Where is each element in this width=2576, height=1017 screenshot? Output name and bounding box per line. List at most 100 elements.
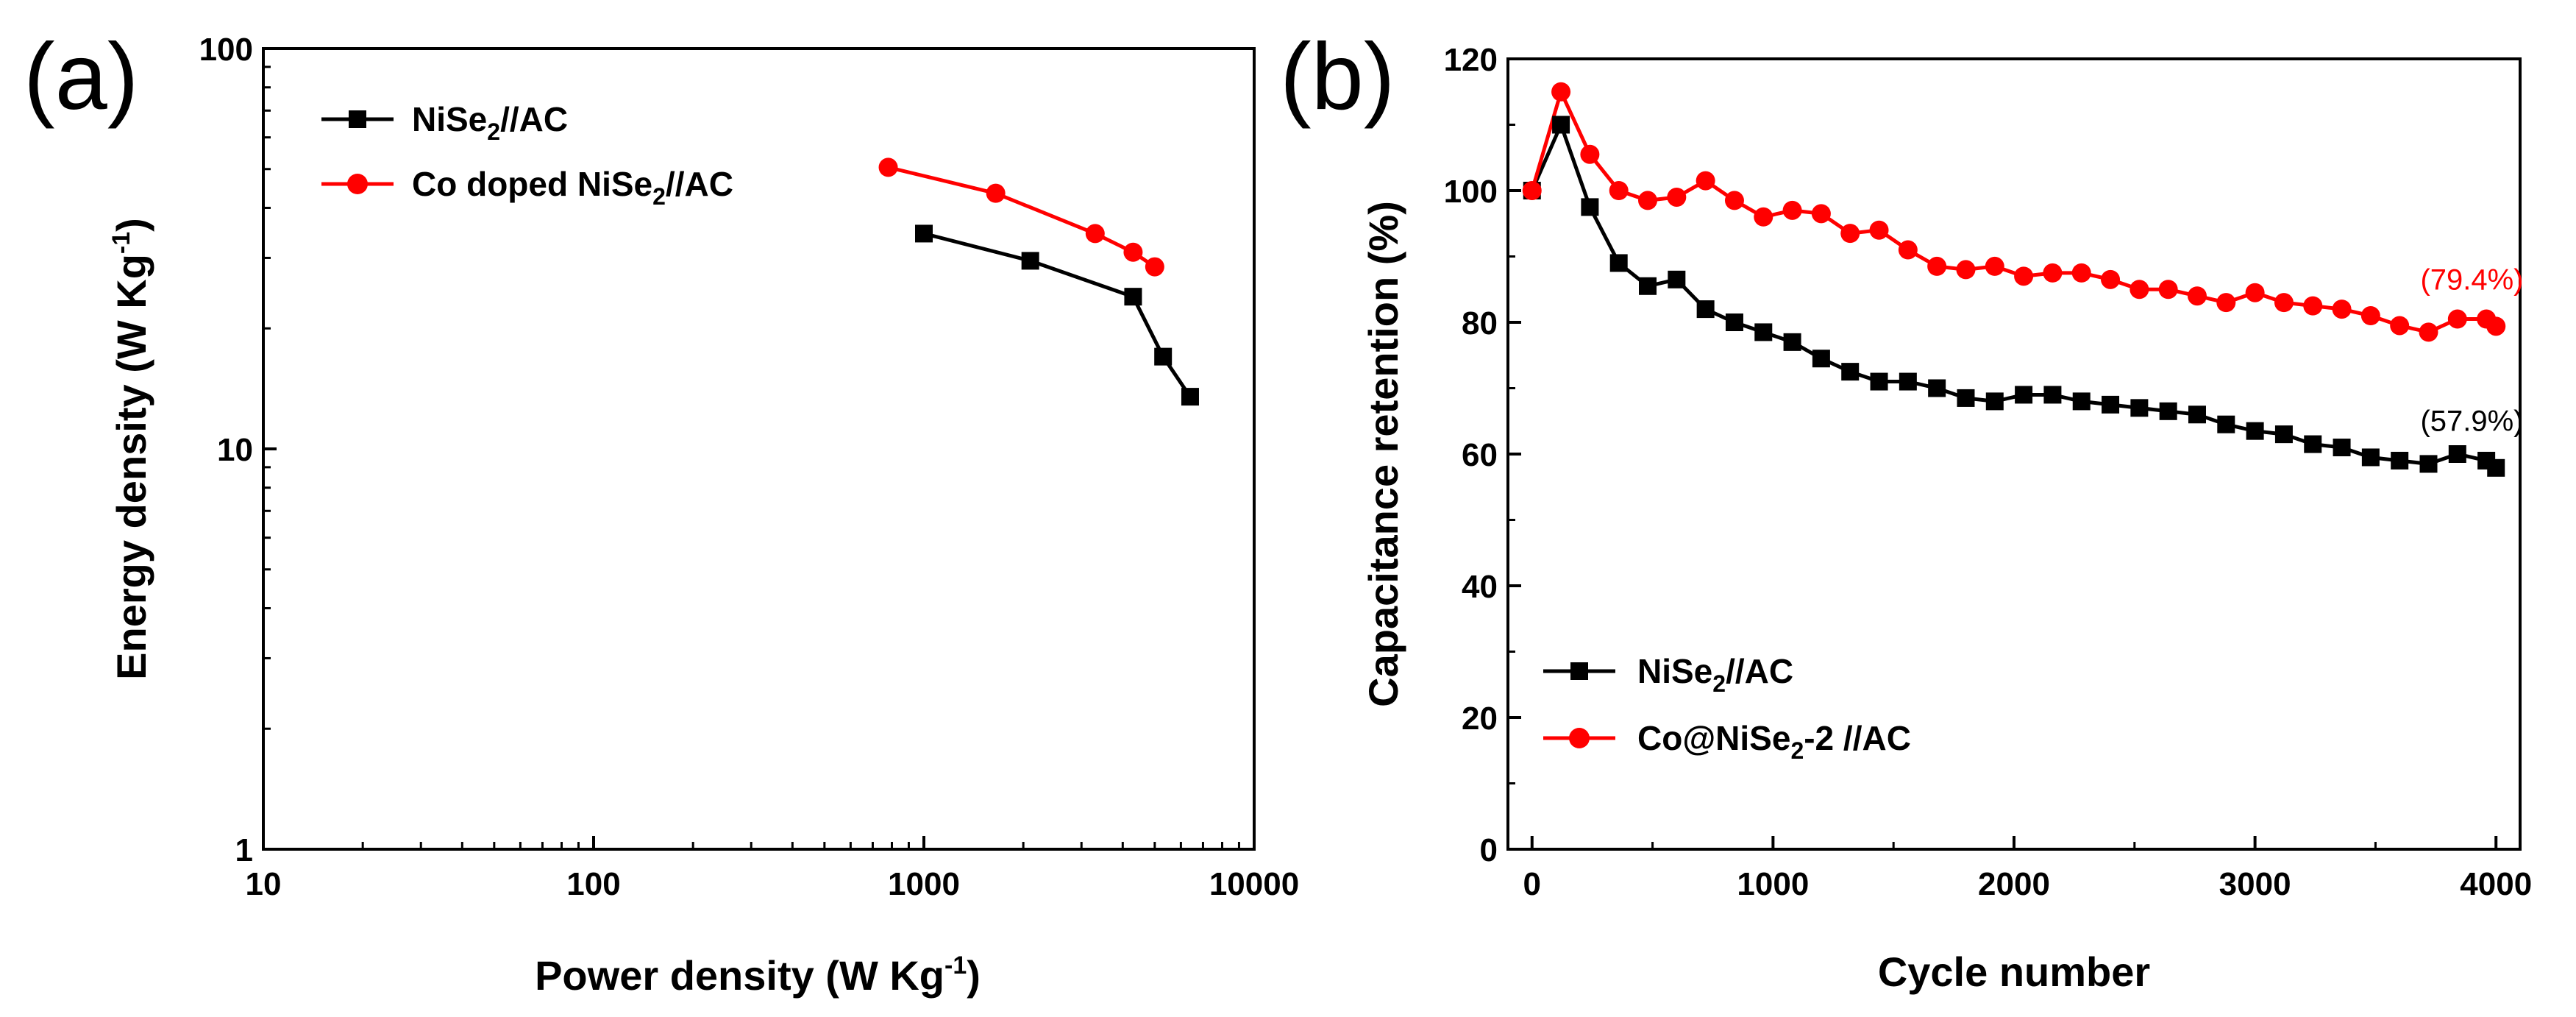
panel-a-legend-marker-co-doped: [347, 174, 368, 194]
panel-b-point-1: [2303, 296, 2323, 316]
panel-b-y-axis-title: Capacitance retention (%): [1360, 201, 1406, 707]
panel-b-point-0: [2361, 448, 2380, 467]
panel-b-point-0: [2188, 405, 2206, 424]
panel-b-point-1: [2187, 286, 2207, 306]
panel-b-series-line-0: [1530, 119, 2497, 469]
panel-b-point-1: [1782, 200, 1802, 220]
panel-b-point-0: [2304, 435, 2322, 453]
panel-a-point-0: [1021, 252, 1039, 270]
panel-a-x-tick-label: 10000: [1209, 866, 1299, 902]
panel-a-legend-label-nise2: NiSe2//AC: [412, 100, 568, 145]
panel-b-x-tick-label: 2000: [1978, 866, 2050, 902]
panel-b-point-1: [1667, 187, 1687, 207]
panel-b-point-0: [2015, 386, 2033, 404]
panel-a-series-line-0: [923, 231, 1192, 398]
panel-b-point-0: [2246, 422, 2264, 440]
panel-a-x-tick-label: 1000: [888, 866, 960, 902]
panel-b-x-tick-label: 4000: [2460, 866, 2532, 902]
panel-b-legend-label-co-nise2: Co@NiSe2-2 //AC: [1637, 719, 1911, 764]
panel-b-point-1: [2274, 293, 2294, 313]
panel-b-y-tick-label: 0: [1480, 832, 1498, 868]
panel-b-point-1: [1985, 256, 2004, 276]
panel-b-point-1: [1956, 260, 1976, 280]
panel-b-point-0: [1783, 333, 1801, 351]
panel-b-chart: 0 1000 2000 3000 4000 0 20 40 60 80 100 120 Cycle n…: [1360, 42, 2532, 995]
panel-b-point-1: [1754, 207, 1773, 227]
panel-b-point-1: [2071, 263, 2091, 283]
panel-a-y-tick-label: 10: [217, 432, 253, 468]
panel-a-point-0: [1181, 388, 1199, 406]
panel-b-point-0: [2274, 425, 2293, 444]
panel-b-point-1: [1638, 191, 1658, 210]
panel-b-point-0: [2333, 439, 2351, 457]
panel-a-y-tick-label: 100: [199, 32, 253, 68]
panel-a-point-1: [878, 157, 898, 177]
panel-b-point-0: [2043, 386, 2062, 404]
panel-b-point-1: [1609, 181, 1629, 200]
panel-b-point-1: [2332, 300, 2352, 319]
panel-b-y-tick-label: 120: [1444, 42, 1498, 78]
panel-b-y-tick-label: 80: [1462, 305, 1498, 341]
panel-a-series-line-1: [888, 165, 1156, 269]
panel-b-point-1: [1840, 224, 1860, 244]
panel-b-y-tick-label: 40: [1462, 569, 1498, 605]
panel-b-point-0: [1725, 313, 1743, 331]
panel-b-y-tick-label: 60: [1462, 437, 1498, 473]
panel-b-x-axis-title: Cycle number: [1878, 949, 2150, 995]
panel-b-annotation-nise2-retention: (57.9%): [2420, 405, 2523, 438]
panel-b-point-1: [1522, 181, 1542, 200]
panel-b-legend-marker-nise2: [1570, 662, 1588, 680]
panel-b-point-0: [1754, 323, 1773, 341]
panel-b-point-0: [2102, 395, 2120, 414]
panel-a-point-1: [1085, 224, 1105, 244]
panel-b-y-tick-label: 100: [1444, 174, 1498, 210]
panel-b-point-0: [2487, 458, 2505, 477]
panel-b-legend: NiSe2//AC Co@NiSe2-2 //AC: [1543, 652, 1911, 764]
panel-b-point-0: [1870, 372, 1888, 391]
panel-b-series-line-1: [1530, 86, 2497, 335]
panel-b-point-1: [2486, 316, 2506, 336]
panel-b-legend-label-nise2: NiSe2//AC: [1637, 652, 1793, 697]
panel-b-point-1: [2245, 283, 2265, 302]
panel-b-point-0: [1552, 116, 1570, 134]
panel-b-y-tick-label: 20: [1462, 701, 1498, 737]
panel-a-point-1: [986, 183, 1006, 203]
panel-b-point-0: [1668, 270, 1686, 288]
panel-b-point-0: [2448, 445, 2466, 463]
panel-b-point-1: [1898, 240, 1918, 260]
panel-b-x-tick-label: 1000: [1737, 866, 1809, 902]
panel-b-point-1: [1927, 256, 1947, 276]
panel-b-point-0: [1957, 389, 1975, 407]
panel-b-point-1: [2130, 280, 2149, 300]
panel-b-point-0: [1928, 379, 1946, 397]
panel-a-y-axis-title: Energy density (W Kg-1): [107, 218, 154, 680]
panel-a-y-tick-label: 1: [235, 832, 253, 868]
panel-b-point-1: [2014, 266, 2034, 286]
panel-a-point-0: [915, 224, 933, 243]
panel-a-point-0: [1154, 347, 1173, 366]
panel-b-point-1: [2101, 269, 2121, 289]
panel-b-point-1: [2390, 316, 2410, 336]
panel-b-point-1: [1551, 82, 1571, 102]
panel-b-point-1: [2158, 280, 2178, 300]
panel-a-legend: NiSe2//AC Co doped NiSe2//AC: [321, 100, 733, 210]
panel-b-point-0: [1899, 372, 1917, 391]
panel-b-point-0: [2072, 392, 2091, 411]
panel-b-point-1: [2360, 306, 2380, 326]
panel-a-x-tick-label: 100: [566, 866, 620, 902]
panel-b-point-0: [1985, 392, 2004, 411]
panel-a-x-tick-label: 10: [246, 866, 282, 902]
panel-b-annotation-co-retention: (79.4%): [2420, 263, 2523, 296]
panel-b-point-1: [1724, 191, 1744, 210]
panel-b-point-1: [1580, 144, 1600, 164]
panel-b-point-0: [1841, 363, 1860, 381]
panel-b-point-0: [1812, 350, 1830, 368]
panel-a-x-axis-title: Power density (W Kg-1): [535, 952, 981, 999]
panel-b-legend-marker-co-nise2: [1569, 728, 1590, 748]
panel-b-point-0: [2159, 402, 2177, 420]
panel-b-label: (b): [1280, 24, 1395, 130]
panel-b-point-0: [2419, 455, 2438, 473]
panel-b-point-0: [2391, 451, 2409, 469]
